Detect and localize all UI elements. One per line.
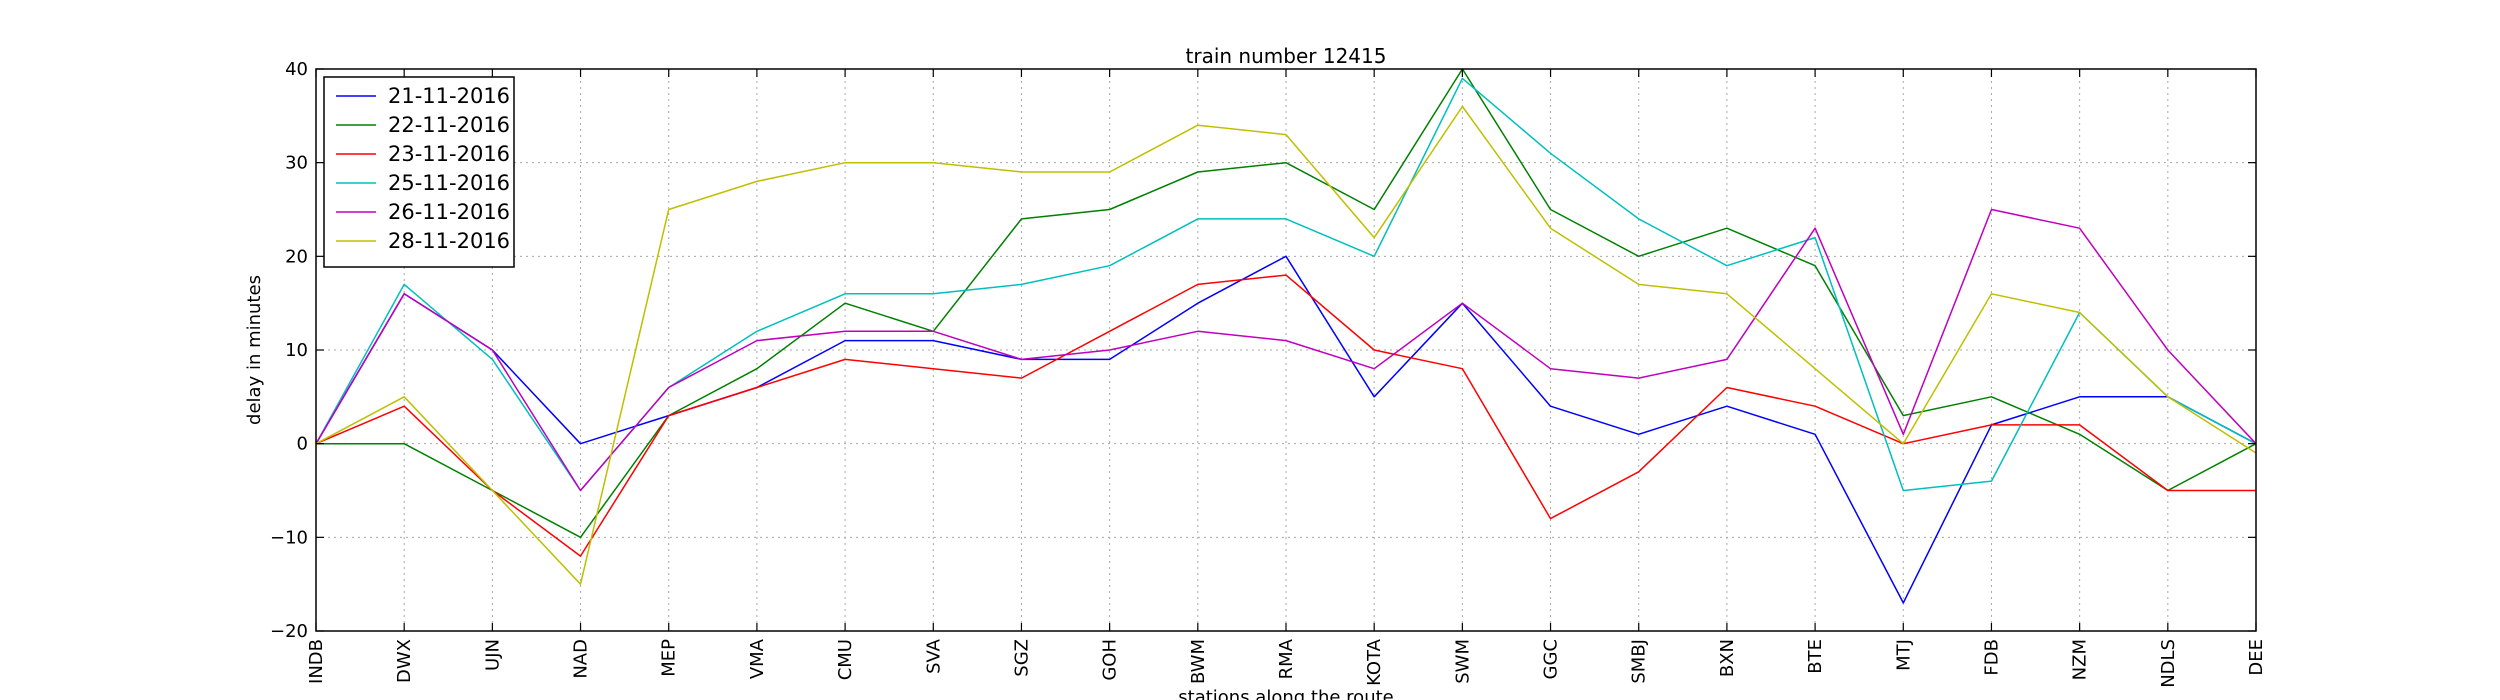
x-tick-label: BXN (1717, 639, 1738, 677)
x-tick-label: MTJ (1893, 639, 1914, 671)
x-tick-label: NDLS (2158, 639, 2179, 688)
y-tick-label: 10 (285, 340, 308, 361)
x-tick-label: INDB (306, 639, 327, 684)
y-axis-ticks: −20 −10 0 10 20 30 40 (270, 59, 2256, 642)
x-tick-label: SVA (923, 638, 944, 674)
series-line-28-11-2016 (315, 105, 2257, 585)
x-axis-ticks: INDB DWX UJN NAD MEP VMA CMU SVA SGZ GOH BWM RMA KOT… (306, 69, 2267, 688)
x-tick-label: SWM (1452, 639, 1473, 684)
y-axis-label: delay in minutes (244, 275, 265, 425)
legend: 21-11-2016 22-11-2016 23-11-2016 25-11-2016… (323, 76, 515, 268)
x-tick-label: DEE (2246, 639, 2267, 676)
x-tick-label: GOH (1100, 639, 1121, 681)
series-line-26-11-2016 (315, 208, 2257, 492)
series-line-23-11-2016 (315, 274, 2256, 557)
legend-label: 21-11-2016 (388, 84, 510, 108)
x-tick-label: DWX (394, 639, 415, 683)
x-tick-label: SGZ (1011, 639, 1032, 677)
chart-title: train number 12415 (1186, 44, 1387, 68)
x-tick-label: SMBJ (1629, 639, 1650, 684)
legend-label: 26-11-2016 (388, 200, 510, 224)
y-tick-label: 30 (285, 153, 308, 174)
y-tick-label: 40 (285, 59, 308, 80)
x-tick-label: FDB (1981, 639, 2002, 676)
series-line-22-11-2016 (316, 68, 2257, 539)
x-tick-label: MEP (659, 639, 680, 677)
series-layer (315, 68, 2257, 604)
legend-label: 22-11-2016 (388, 113, 510, 137)
x-tick-label: NZM (2070, 639, 2091, 680)
legend-label: 23-11-2016 (388, 142, 510, 166)
y-tick-label: 0 (297, 434, 308, 455)
x-tick-label: GGC (1541, 639, 1562, 679)
y-tick-label: −10 (270, 527, 308, 548)
x-tick-label: VMA (747, 638, 768, 679)
x-axis-label: stations along the route (1178, 687, 1393, 700)
x-tick-label: RMA (1276, 638, 1297, 679)
legend-label: 25-11-2016 (388, 171, 510, 195)
legend-box (323, 76, 515, 268)
series-line-21-11-2016 (315, 255, 2257, 604)
x-tick-label: KOTA (1364, 638, 1385, 686)
series-line-25-11-2016 (315, 77, 2257, 492)
x-tick-label: UJN (482, 639, 503, 671)
x-tick-label: NAD (571, 639, 592, 679)
x-tick-label: BTE (1805, 639, 1826, 674)
y-tick-label: 20 (285, 246, 308, 267)
grid-layer (316, 69, 2256, 631)
x-tick-label: BWM (1188, 639, 1209, 684)
x-tick-label: CMU (835, 639, 856, 680)
legend-label: 28-11-2016 (388, 229, 510, 253)
y-tick-label: −20 (270, 621, 308, 642)
